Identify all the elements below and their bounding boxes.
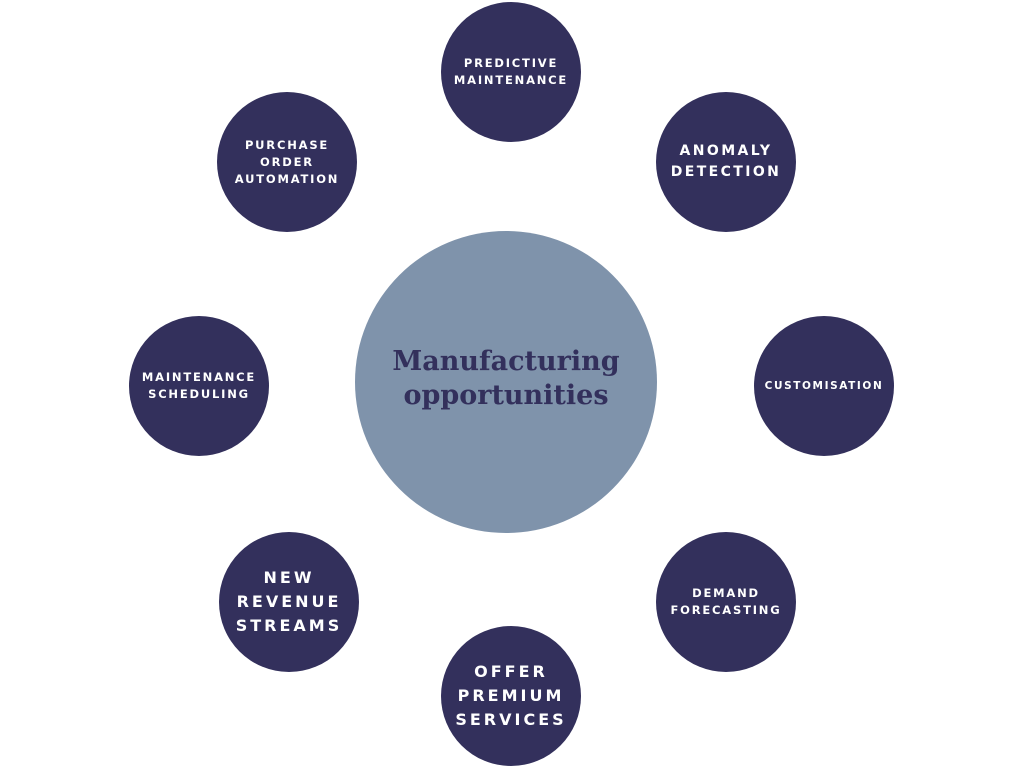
node-label: NEW REVENUE STREAMS (225, 566, 353, 638)
node-label: ANOMALY DETECTION (662, 141, 790, 183)
node-label-line: PREMIUM (457, 686, 565, 705)
node-label: MAINTENANCE SCHEDULING (135, 369, 263, 403)
node-new-revenue-streams[interactable]: NEW REVENUE STREAMS (219, 532, 359, 672)
node-label-line: STREAMS (235, 616, 343, 635)
node-label-line: NEW (263, 568, 315, 587)
node-label: OFFER PREMIUM SERVICES (447, 660, 575, 732)
node-label-line: FORECASTING (670, 603, 782, 617)
hub-title: Manufacturing opportunities (376, 345, 636, 413)
node-label-line: SERVICES (455, 710, 567, 729)
hub-title-line-2: opportunities (403, 380, 609, 411)
node-label: DEMAND FORECASTING (662, 585, 790, 619)
node-label-line: OFFER (474, 662, 548, 681)
node-customisation[interactable]: CUSTOMISATION (754, 316, 894, 456)
node-label-line: PURCHASE (244, 137, 330, 152)
node-label: PURCHASE ORDER AUTOMATION (223, 137, 351, 188)
node-maintenance-scheduling[interactable]: MAINTENANCE SCHEDULING (129, 316, 269, 456)
node-label-line: AUTOMATION (234, 171, 340, 186)
node-label-line: REVENUE (236, 592, 342, 611)
node-anomaly-detection[interactable]: ANOMALY DETECTION (656, 92, 796, 232)
node-predictive-maintenance[interactable]: PREDICTIVE MAINTENANCE (441, 2, 581, 142)
node-purchase-order-automation[interactable]: PURCHASE ORDER AUTOMATION (217, 92, 357, 232)
node-label-line: ANOMALY (679, 143, 773, 159)
node-offer-premium-services[interactable]: OFFER PREMIUM SERVICES (441, 626, 581, 766)
node-label-line: ORDER (260, 154, 314, 169)
node-label-line: PREDICTIVE (463, 56, 559, 70)
node-label: PREDICTIVE MAINTENANCE (447, 55, 575, 89)
node-label-line: MAINTENANCE (141, 370, 257, 384)
node-label-line: DETECTION (670, 164, 782, 180)
node-label-line: CUSTOMISATION (764, 379, 884, 392)
node-label-line: SCHEDULING (148, 387, 250, 401)
node-label: CUSTOMISATION (760, 378, 888, 395)
central-hub: Manufacturing opportunities (355, 231, 657, 533)
node-label-line: DEMAND (692, 586, 760, 600)
hub-title-line-1: Manufacturing (392, 346, 620, 377)
node-demand-forecasting[interactable]: DEMAND FORECASTING (656, 532, 796, 672)
node-label-line: MAINTENANCE (453, 73, 569, 87)
